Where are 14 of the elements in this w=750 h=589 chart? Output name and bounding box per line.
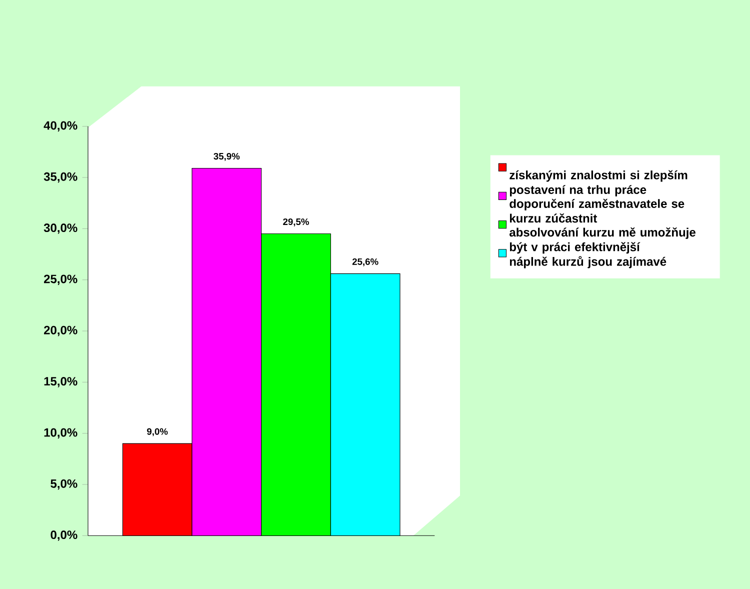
data-label: 35,9% [214, 152, 240, 161]
data-label: 25,6% [352, 258, 378, 266]
y-tick-label: 25,0% [44, 274, 78, 285]
y-tick-label: 10,0% [44, 428, 78, 438]
y-tick-label: 5,0% [50, 479, 78, 490]
y-tick-label: 35,0% [44, 172, 78, 183]
data-label: 29,5% [283, 218, 309, 226]
y-tick-label: 0,0% [50, 530, 78, 541]
y-tick-label: 40,0% [44, 121, 78, 132]
y-tick-label: 15,0% [44, 377, 78, 388]
y-tick-label: 30,0% [44, 224, 78, 234]
y-tick-label: 20,0% [44, 326, 78, 336]
legend-label: náplně kurzů jsou zajímavé [510, 256, 666, 268]
data-label: 9,0% [147, 428, 168, 436]
